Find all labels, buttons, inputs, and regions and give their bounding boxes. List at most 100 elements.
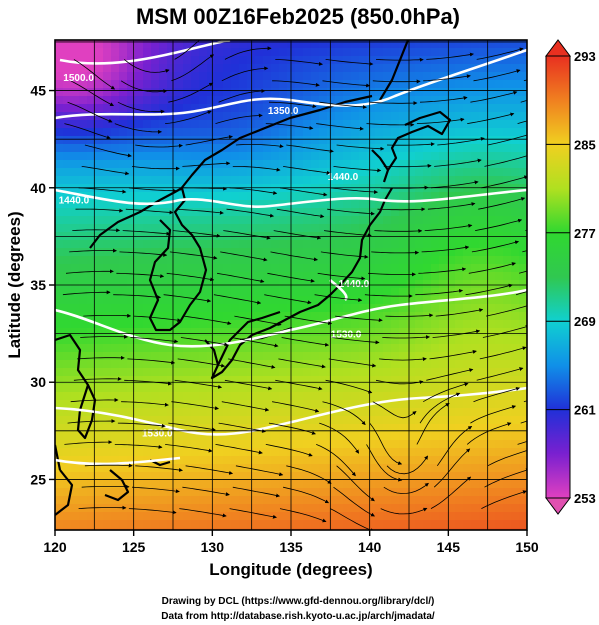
field-cell (247, 416, 256, 425)
field-cell (327, 88, 336, 97)
field-cell (63, 240, 72, 249)
field-cell (55, 512, 64, 521)
field-cell (439, 504, 448, 513)
field-cell (127, 288, 136, 297)
field-cell (383, 416, 392, 425)
field-cell (407, 208, 416, 217)
field-cell (167, 360, 176, 369)
field-cell (359, 472, 368, 481)
field-cell (215, 64, 224, 73)
field-cell (455, 328, 464, 337)
field-cell (119, 440, 128, 449)
field-cell (191, 288, 200, 297)
streamline (113, 294, 162, 300)
field-cell (343, 80, 352, 89)
streamline (336, 465, 375, 502)
field-cell (63, 264, 72, 273)
field-cell (335, 472, 344, 481)
field-cell (223, 224, 232, 233)
field-cell (383, 528, 392, 530)
field-cell (87, 136, 96, 145)
field-cell (351, 392, 360, 401)
streamline (430, 476, 472, 509)
field-cell (391, 432, 400, 441)
field-cell (479, 456, 488, 465)
field-cell (311, 368, 320, 377)
field-cell (87, 272, 96, 281)
field-cell (351, 472, 360, 481)
field-cell (255, 112, 264, 121)
field-cell (295, 176, 304, 185)
field-cell (359, 368, 368, 377)
field-cell (191, 248, 200, 257)
field-cell (367, 360, 376, 369)
field-cell (247, 520, 256, 529)
field-cell (487, 64, 496, 73)
field-cell (223, 528, 232, 530)
field-cell (311, 352, 320, 361)
field-cell (167, 304, 176, 313)
field-cell (463, 360, 472, 369)
field-cell (175, 384, 184, 393)
field-cell (343, 248, 352, 257)
field-cell (519, 416, 527, 425)
streamline (279, 187, 328, 197)
field-cell (111, 336, 120, 345)
field-cell (439, 344, 448, 353)
field-cell (319, 96, 328, 105)
field-cell (55, 216, 64, 225)
field-cell (335, 160, 344, 169)
field-cell (383, 104, 392, 113)
field-cell (495, 296, 504, 305)
field-cell (255, 168, 264, 177)
field-cell (319, 416, 328, 425)
field-cell (175, 144, 184, 153)
field-cell (63, 360, 72, 369)
field-cell (255, 216, 264, 225)
field-cell (351, 504, 360, 513)
field-cell (63, 200, 72, 209)
field-cell (255, 136, 264, 145)
field-cell (55, 408, 64, 417)
field-cell (103, 408, 112, 417)
x-tick-label: 120 (43, 539, 67, 555)
field-cell (303, 488, 312, 497)
field-cell (191, 296, 200, 305)
field-cell (311, 376, 320, 385)
field-cell (431, 160, 440, 169)
field-cell (423, 72, 432, 81)
field-cell (383, 120, 392, 129)
field-cell (71, 216, 80, 225)
field-cell (351, 184, 360, 193)
field-cell (391, 344, 400, 353)
field-cell (359, 496, 368, 505)
field-cell (263, 184, 272, 193)
field-cell (519, 520, 527, 529)
field-cell (111, 352, 120, 361)
field-cell (447, 520, 456, 529)
field-cell (391, 472, 400, 481)
field-cell (159, 112, 168, 121)
streamline (369, 422, 403, 465)
field-cell (383, 160, 392, 169)
field-cell (247, 144, 256, 153)
field-cell (351, 320, 360, 329)
field-cell (311, 496, 320, 505)
field-cell (95, 424, 104, 433)
field-cell (495, 240, 504, 249)
field-cell (95, 400, 104, 409)
field-cell (511, 472, 520, 481)
field-cell (119, 72, 128, 81)
field-cell (79, 352, 88, 361)
field-cell (223, 312, 232, 321)
field-cell (223, 464, 232, 473)
field-cell (335, 208, 344, 217)
field-cell (87, 488, 96, 497)
field-cell (207, 304, 216, 313)
field-cell (79, 272, 88, 281)
field-cell (303, 288, 312, 297)
field-cell (359, 88, 368, 97)
field-cell (367, 200, 376, 209)
field-cell (175, 72, 184, 81)
field-cell (55, 384, 64, 393)
